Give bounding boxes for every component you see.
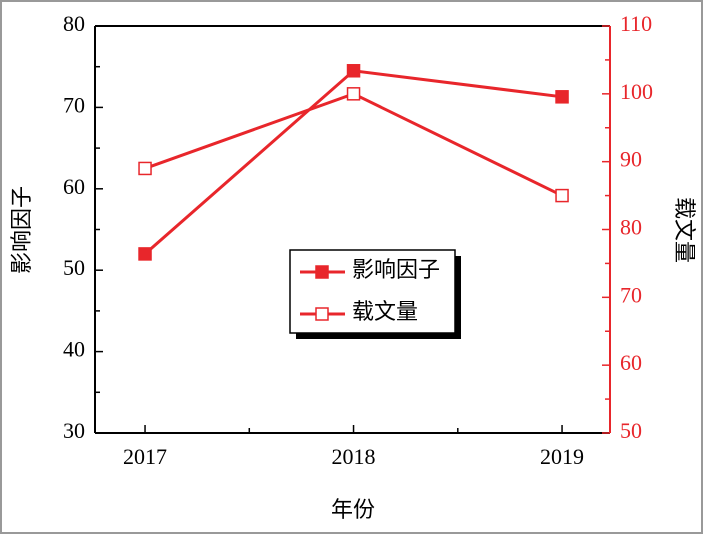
x-tick-label: 2017 <box>123 444 167 469</box>
series-marker <box>555 90 569 104</box>
series-marker <box>138 247 152 261</box>
y2-tick-label: 110 <box>620 11 652 36</box>
y2-tick-label: 50 <box>620 418 642 443</box>
y-tick-label: 70 <box>63 92 85 117</box>
y-tick-label: 50 <box>63 255 85 280</box>
y-tick-label: 60 <box>63 174 85 199</box>
series-line <box>144 92 563 197</box>
series-marker <box>138 161 152 176</box>
y2-tick-label: 80 <box>620 215 642 240</box>
y2-tick-label: 90 <box>620 147 642 172</box>
y2-tick-label: 100 <box>620 79 653 104</box>
y2-tick-label: 70 <box>620 282 642 307</box>
y-axis-label: 影响因子 <box>9 186 34 274</box>
x-axis-label: 年份 <box>331 497 375 522</box>
y2-tick-label: 60 <box>620 350 642 375</box>
legend-marker <box>315 265 329 279</box>
y-tick-label: 80 <box>63 11 85 36</box>
series-marker <box>555 188 569 203</box>
y2-axis-label: 载文量 <box>672 197 697 263</box>
series-marker <box>346 87 361 101</box>
x-tick-label: 2018 <box>332 444 376 469</box>
x-tick-label: 2019 <box>540 444 584 469</box>
legend-label: 载文量 <box>352 299 418 324</box>
y-tick-label: 40 <box>63 337 85 362</box>
legend-marker <box>315 307 329 321</box>
series-marker <box>346 64 361 78</box>
y-tick-label: 30 <box>63 418 85 443</box>
legend-label: 影响因子 <box>352 257 440 282</box>
